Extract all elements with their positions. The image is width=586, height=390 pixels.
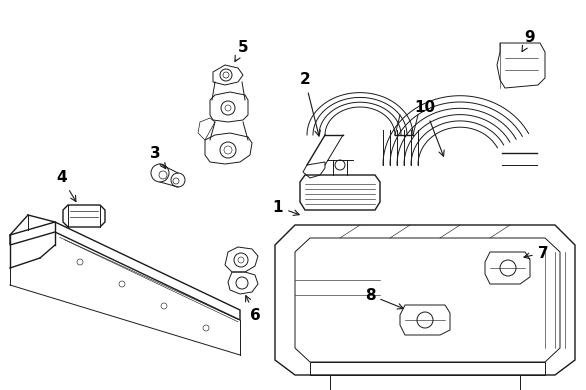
Text: 7: 7 [524,245,548,261]
Text: 1: 1 [272,200,299,215]
Text: 6: 6 [246,296,260,323]
Text: 5: 5 [235,39,248,62]
Text: 10: 10 [414,101,444,156]
Text: 8: 8 [364,287,403,309]
Text: 2: 2 [299,73,321,136]
Text: 9: 9 [522,30,536,51]
Text: 4: 4 [57,170,76,202]
Text: 3: 3 [149,145,166,169]
